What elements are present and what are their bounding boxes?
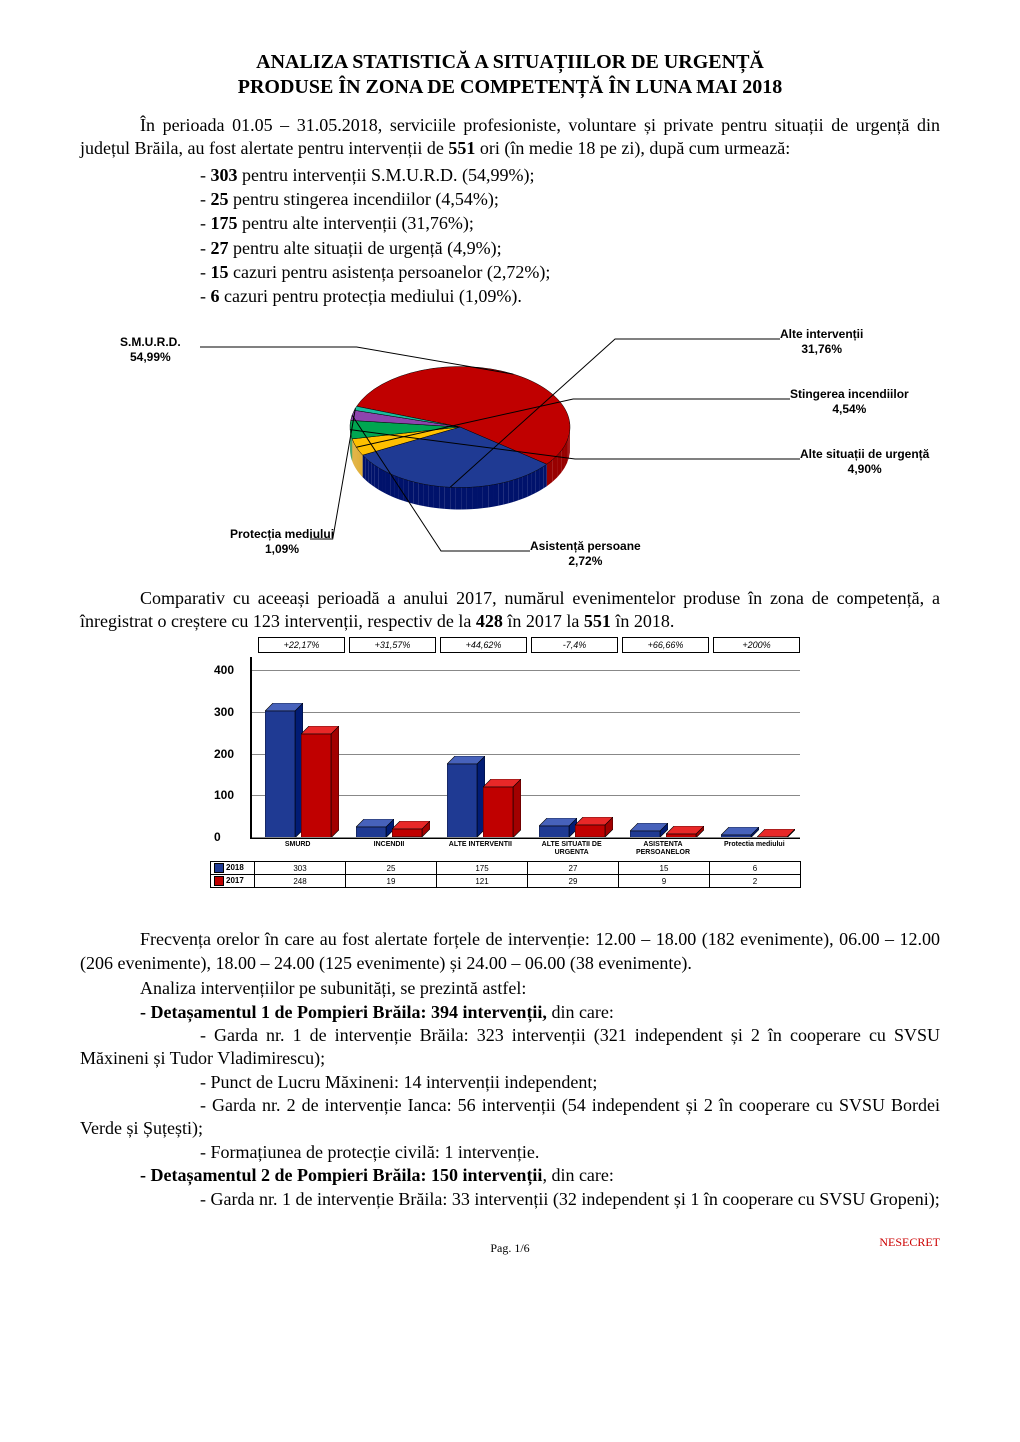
intro-paragraph: În perioada 01.05 – 31.05.2018, servicii… (80, 114, 940, 161)
bar (392, 821, 430, 837)
compare-2017-total: 428 (476, 611, 503, 631)
series-header: 2018 (211, 862, 255, 875)
det2-items: - Garda nr. 1 de intervenție Brăila: 33 … (80, 1188, 940, 1211)
page-number: Pag. 1/6 (80, 1241, 940, 1256)
compare-2018-total: 551 (584, 611, 611, 631)
bar (301, 726, 339, 838)
category-label: SMURD (255, 841, 340, 849)
stats-item: - 27 pentru alte situații de urgență (4,… (200, 236, 940, 260)
category-label: ASISTENTA PERSOANELOR (620, 841, 705, 856)
detachment-item: - Garda nr. 1 de intervenție Brăila: 33 … (80, 1188, 940, 1211)
data-cell: 121 (437, 875, 528, 888)
pie-label: S.M.U.R.D.54,99% (120, 335, 181, 365)
pie-label: Protecția mediului1,09% (230, 527, 334, 557)
bar (721, 827, 759, 838)
data-cell: 2 (710, 875, 801, 888)
compare-paragraph: Comparativ cu aceeași perioadă a anului … (80, 587, 940, 634)
ytick: 300 (214, 705, 234, 719)
category-label: ALTE SITUATII DE URGENTA (529, 841, 614, 856)
data-cell: 175 (437, 862, 528, 875)
det1-title-bold: - Detașamentul 1 de Pompieri Brăila: 394… (140, 1002, 547, 1022)
det1-title-rest: din care: (547, 1002, 614, 1022)
ytick: 200 (214, 747, 234, 761)
data-cell: 248 (255, 875, 346, 888)
stats-item: - 6 cazuri pentru protecția mediului (1,… (200, 284, 940, 308)
ytick: 400 (214, 663, 234, 677)
ytick: 100 (214, 788, 234, 802)
pct-cell: +200% (713, 637, 800, 653)
bar (265, 703, 303, 838)
bar (483, 779, 521, 838)
category-label: INCENDII (346, 841, 431, 849)
bar (757, 829, 795, 838)
frequency-paragraph: Frecvența orelor în care au fost alertat… (80, 928, 940, 975)
data-cell: 9 (619, 875, 710, 888)
bar (630, 823, 668, 837)
pct-cell: +22,17% (258, 637, 345, 653)
pie-chart-block: S.M.U.R.D.54,99% Alte intervenții31,76% St… (90, 317, 950, 577)
pie-label: Alte situații de urgență4,90% (800, 447, 929, 477)
bar (539, 818, 577, 837)
classification-label: NESECRET (879, 1235, 940, 1250)
bar-data-table: 20183032517527156 2017248191212992 (210, 861, 801, 888)
stats-item: - 303 pentru intervenții S.M.U.R.D. (54,… (200, 163, 940, 187)
title-line-2: PRODUSE ÎN ZONA DE COMPETENȚĂ ÎN LUNA MA… (80, 75, 940, 100)
bar-plot-area: 0100200300400SMURDINCENDIIALTE INTERVENT… (250, 657, 800, 839)
intro-text-b: ori (în medie 18 pe zi), după cum urmeaz… (475, 138, 790, 158)
data-cell: 27 (528, 862, 619, 875)
ytick: 0 (214, 830, 221, 844)
data-cell: 6 (710, 862, 801, 875)
pie-label: Stingerea incendiilor4,54% (790, 387, 909, 417)
data-cell: 19 (346, 875, 437, 888)
detachment-1-title: - Detașamentul 1 de Pompieri Brăila: 394… (80, 1001, 940, 1024)
data-cell: 303 (255, 862, 346, 875)
pct-cell: +31,57% (349, 637, 436, 653)
bar (447, 756, 485, 837)
pie-label: Asistență persoane2,72% (530, 539, 641, 569)
bar (356, 819, 394, 837)
data-cell: 15 (619, 862, 710, 875)
series-header: 2017 (211, 875, 255, 888)
compare-b: în 2017 la (503, 611, 584, 631)
stats-list: - 303 pentru intervenții S.M.U.R.D. (54,… (80, 163, 940, 309)
detachment-item: - Garda nr. 2 de intervenție Ianca: 56 i… (80, 1094, 940, 1141)
page-title: ANALIZA STATISTICĂ A SITUAȚIILOR DE URGE… (80, 50, 940, 100)
pct-cell: -7,4% (531, 637, 618, 653)
category-label: ALTE INTERVENTII (438, 841, 523, 849)
stats-item: - 15 cazuri pentru asistența persoanelor… (200, 260, 940, 284)
data-cell: 25 (346, 862, 437, 875)
pie-chart (320, 327, 600, 557)
pie-label: Alte intervenții31,76% (780, 327, 863, 357)
detachment-item: - Formațiunea de protecție civilă: 1 int… (80, 1141, 940, 1164)
pct-cell: +66,66% (622, 637, 709, 653)
detachment-item: - Punct de Lucru Măxineni: 14 intervenți… (80, 1071, 940, 1094)
compare-c: în 2018. (611, 611, 675, 631)
bar-chart-block: +22,17%+31,57%+44,62%-7,4%+66,66%+200% 0… (210, 637, 810, 888)
pct-cell: +44,62% (440, 637, 527, 653)
bar (666, 826, 704, 838)
pct-row: +22,17%+31,57%+44,62%-7,4%+66,66%+200% (258, 637, 810, 653)
analysis-intro: Analiza intervențiilor pe subunități, se… (80, 977, 940, 1000)
data-cell: 29 (528, 875, 619, 888)
category-label: Protectia mediului (712, 841, 797, 849)
bar (575, 817, 613, 837)
stats-item: - 25 pentru stingerea incendiilor (4,54%… (200, 187, 940, 211)
page-footer: NESECRET Pag. 1/6 (80, 1241, 940, 1256)
detachment-2-title: - Detașamentul 2 de Pompieri Brăila: 150… (80, 1164, 940, 1187)
detachment-item: - Garda nr. 1 de intervenție Brăila: 323… (80, 1024, 940, 1071)
det2-title-bold: - Detașamentul 2 de Pompieri Brăila: 150… (140, 1165, 542, 1185)
title-line-1: ANALIZA STATISTICĂ A SITUAȚIILOR DE URGE… (80, 50, 940, 75)
det2-title-rest: , din care: (542, 1165, 613, 1185)
det1-items: - Garda nr. 1 de intervenție Brăila: 323… (80, 1024, 940, 1164)
stats-item: - 175 pentru alte intervenții (31,76%); (200, 211, 940, 235)
intro-total: 551 (448, 138, 475, 158)
